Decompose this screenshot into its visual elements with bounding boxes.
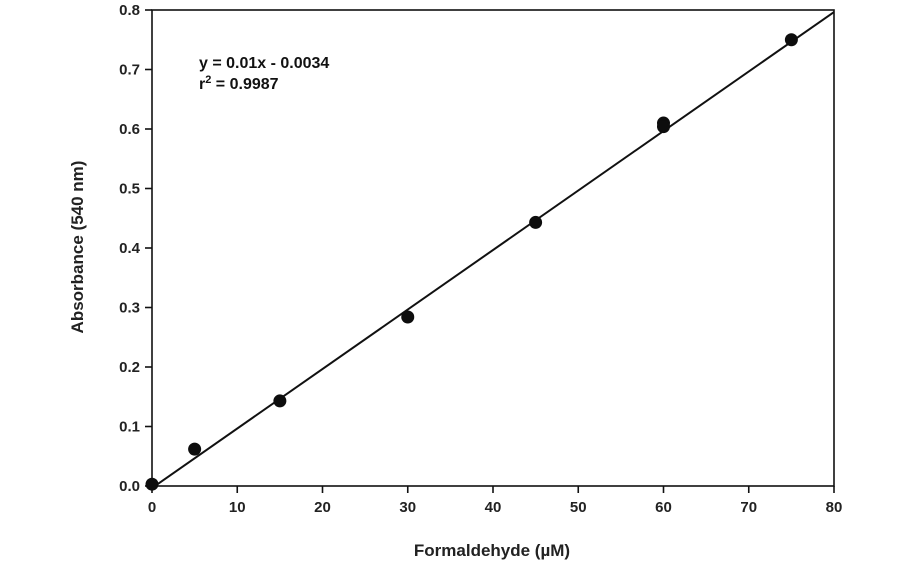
- x-tick-label: 10: [229, 499, 246, 516]
- data-point: [401, 310, 415, 324]
- y-axis-ticks: 0.0 0.1 0.2 0.3 0.4 0.5 0.6 0.7 0.8: [119, 2, 152, 495]
- r-squared-prefix: r: [199, 76, 205, 93]
- data-point: [273, 394, 287, 408]
- y-tick-label: 0.1: [119, 419, 140, 436]
- data-point: [188, 442, 202, 456]
- data-points: [145, 33, 798, 491]
- y-tick-label: 0.3: [119, 300, 140, 317]
- r-squared-value: = 0.9987: [211, 76, 278, 93]
- data-point: [145, 477, 159, 491]
- y-tick-label: 0.0: [119, 478, 140, 495]
- x-tick-label: 30: [399, 499, 416, 516]
- r-squared-label: r2 = 0.9987: [199, 74, 279, 93]
- x-tick-label: 40: [485, 499, 502, 516]
- x-tick-label: 0: [148, 499, 156, 516]
- y-tick-label: 0.7: [119, 62, 140, 79]
- regression-line: [151, 11, 835, 489]
- y-tick-label: 0.5: [119, 181, 140, 198]
- x-axis-title: Formaldehyde (µM): [414, 541, 570, 560]
- y-tick-label: 0.2: [119, 359, 140, 376]
- x-tick-label: 60: [655, 499, 672, 516]
- y-tick-label: 0.6: [119, 121, 140, 138]
- y-axis-title: Absorbance (540 nm): [68, 161, 87, 334]
- regression-equation: y = 0.01x - 0.0034: [199, 55, 329, 72]
- x-tick-label: 80: [826, 499, 843, 516]
- x-tick-label: 20: [314, 499, 331, 516]
- x-tick-label: 70: [740, 499, 757, 516]
- data-point: [784, 33, 798, 47]
- y-tick-label: 0.4: [119, 240, 141, 257]
- x-tick-label: 50: [570, 499, 587, 516]
- data-point: [657, 120, 670, 134]
- r-squared-exponent: 2: [205, 74, 211, 86]
- data-point: [529, 215, 543, 229]
- y-tick-label: 0.8: [119, 2, 140, 19]
- x-axis-ticks: 0 10 20 30 40 50 60 70 80: [148, 486, 843, 516]
